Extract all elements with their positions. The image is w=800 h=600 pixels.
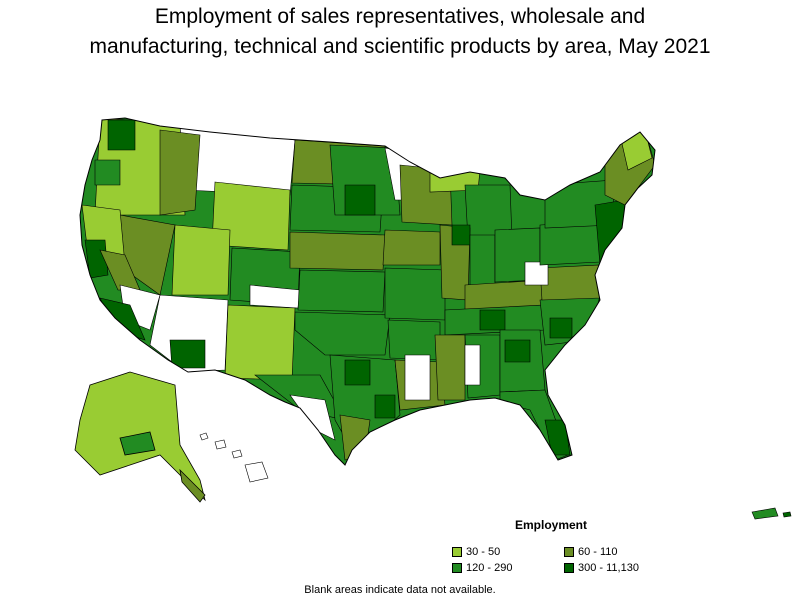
legend-swatch	[564, 547, 574, 557]
region-portland	[94, 159, 121, 186]
region-alabama-south	[464, 344, 481, 386]
region-nashville	[479, 309, 506, 331]
region-northeast-corridor	[594, 199, 626, 266]
hawaii	[199, 432, 269, 483]
legend-swatch	[452, 547, 462, 557]
region-bay-area	[84, 239, 109, 279]
legend-item-300-11130: 300 - 11,130	[564, 562, 639, 574]
region-idaho	[159, 129, 201, 216]
region-pennsylvania	[539, 221, 601, 266]
region-wisconsin	[399, 164, 453, 226]
puerto-rico	[751, 507, 792, 520]
legend-label: 30 - 50	[466, 546, 501, 558]
region-minnesota-metro	[344, 184, 376, 216]
map-title: Employment of sales representatives, who…	[0, 2, 800, 62]
region-chicago	[451, 224, 471, 246]
region-seattle	[107, 119, 136, 151]
legend-label: 300 - 11,130	[578, 562, 639, 574]
region-wyoming	[211, 181, 291, 251]
region-south-florida	[544, 419, 571, 456]
legend-swatch	[564, 563, 574, 573]
legend-item-60-110: 60 - 110	[564, 546, 618, 558]
region-nebraska	[289, 231, 386, 271]
footnote: Blank areas indicate data not available.	[304, 584, 496, 596]
region-kansas	[297, 269, 386, 313]
region-arizona-phoenix	[169, 339, 206, 369]
region-virginia	[539, 264, 601, 301]
legend-item-120-290: 120 - 290	[452, 562, 512, 574]
legend-label: 120 - 290	[466, 562, 513, 574]
region-oklahoma	[294, 311, 391, 356]
title-line-2: manufacturing, technical and scientific …	[89, 35, 711, 58]
region-new-mexico	[224, 304, 296, 381]
region-dallas	[344, 359, 371, 386]
region-arkansas	[387, 319, 441, 361]
region-utah	[171, 224, 231, 296]
region-charlotte	[549, 317, 573, 339]
legend-swatch	[452, 563, 462, 573]
legend-title: Employment	[515, 518, 588, 532]
title-line-1: Employment of sales representatives, who…	[154, 5, 646, 28]
map-legend: Employment 30 - 50 60 - 110 120 - 290 30…	[450, 518, 650, 578]
legend-label: 60 - 110	[578, 546, 618, 558]
region-wv-blank	[524, 261, 549, 286]
region-mississippi	[434, 334, 466, 401]
region-mississippi-delta	[404, 354, 431, 401]
region-atlanta	[504, 339, 531, 363]
alaska	[74, 371, 206, 503]
legend-item-30-50: 30 - 50	[452, 546, 500, 558]
region-texas-south	[339, 414, 371, 461]
region-houston	[374, 394, 396, 419]
region-iowa	[382, 229, 441, 266]
region-missouri	[384, 267, 446, 321]
